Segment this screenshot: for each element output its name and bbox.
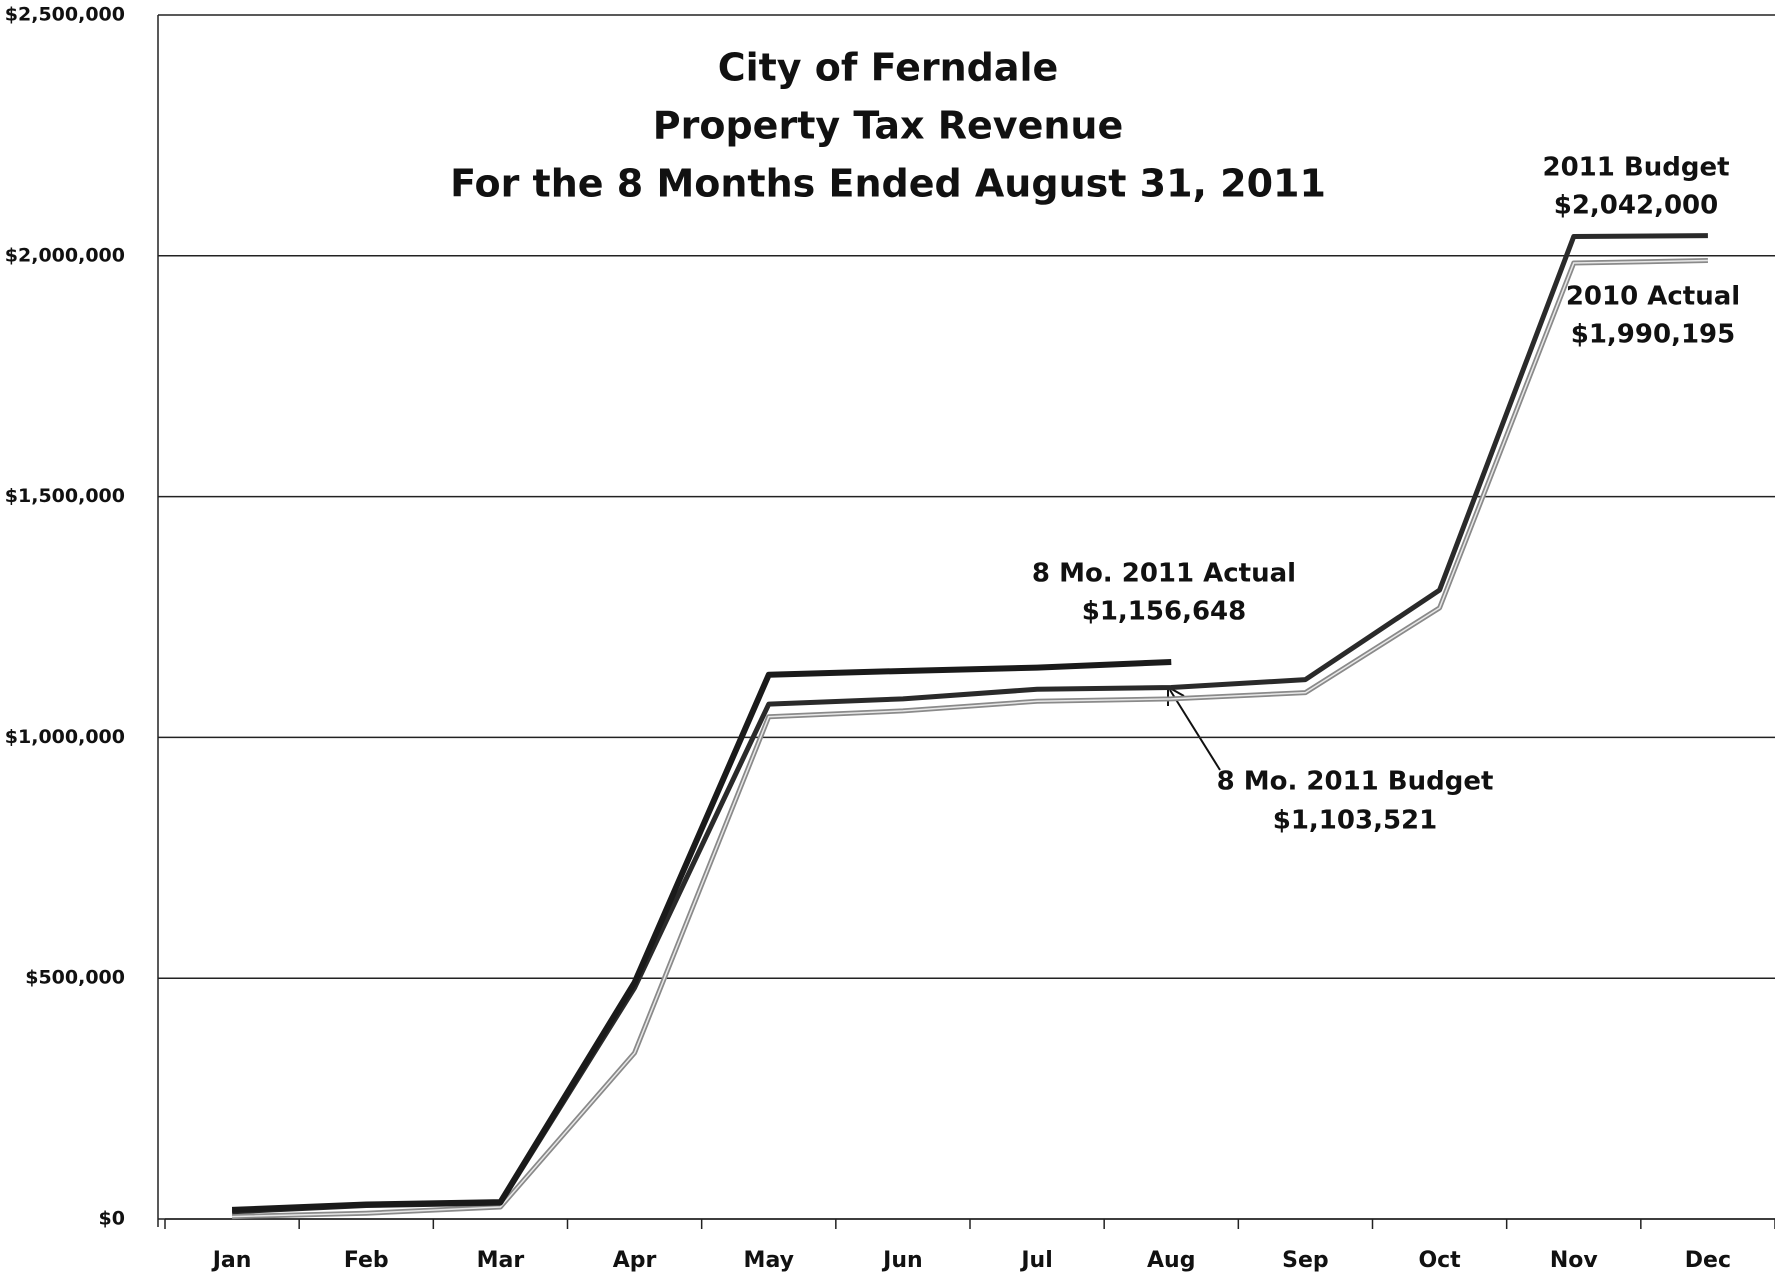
- chart-title: City of Ferndale: [718, 46, 1059, 90]
- annotation: $2,042,000: [1554, 191, 1718, 221]
- series-line: [231, 658, 1172, 1213]
- chart-title: Property Tax Revenue: [653, 104, 1123, 148]
- series-line-highlight: [232, 259, 1708, 1218]
- annotation: $1,103,521: [1273, 806, 1437, 836]
- x-tick-label: Jul: [1019, 1248, 1052, 1273]
- annotation: 2010 Actual: [1566, 282, 1740, 312]
- x-tick-label: Jun: [881, 1248, 923, 1273]
- annotation: 8 Mo. 2011 Budget: [1217, 767, 1494, 797]
- chart-title: For the 8 Months Ended August 31, 2011: [450, 162, 1326, 206]
- y-tick-label: $1,000,000: [5, 726, 125, 748]
- x-tick-label: Feb: [344, 1248, 389, 1273]
- annotation-arrow: [1169, 689, 1221, 771]
- x-tick-label: Sep: [1282, 1248, 1329, 1273]
- series-line: [232, 258, 1708, 1220]
- annotation: $1,156,648: [1082, 597, 1246, 627]
- x-tick-label: Dec: [1685, 1248, 1731, 1273]
- series-line: [231, 233, 1708, 1215]
- y-tick-label: $500,000: [25, 967, 125, 989]
- x-tick-label: May: [744, 1248, 794, 1273]
- y-tick-label: $2,500,000: [5, 4, 125, 26]
- x-tick-label: Aug: [1147, 1248, 1195, 1273]
- annotation: 8 Mo. 2011 Actual: [1032, 559, 1296, 589]
- annotation: $1,990,195: [1571, 320, 1735, 350]
- y-tick-label: $1,500,000: [5, 485, 125, 507]
- y-tick-label: $2,000,000: [5, 244, 125, 266]
- x-tick-label: Mar: [477, 1248, 525, 1273]
- x-tick-label: Nov: [1550, 1248, 1599, 1273]
- y-tick-label: $0: [99, 1208, 125, 1230]
- x-tick-label: Jan: [211, 1248, 252, 1273]
- annotation: 2011 Budget: [1542, 153, 1729, 183]
- x-tick-label: Oct: [1418, 1248, 1461, 1273]
- x-tick-label: Apr: [613, 1248, 657, 1273]
